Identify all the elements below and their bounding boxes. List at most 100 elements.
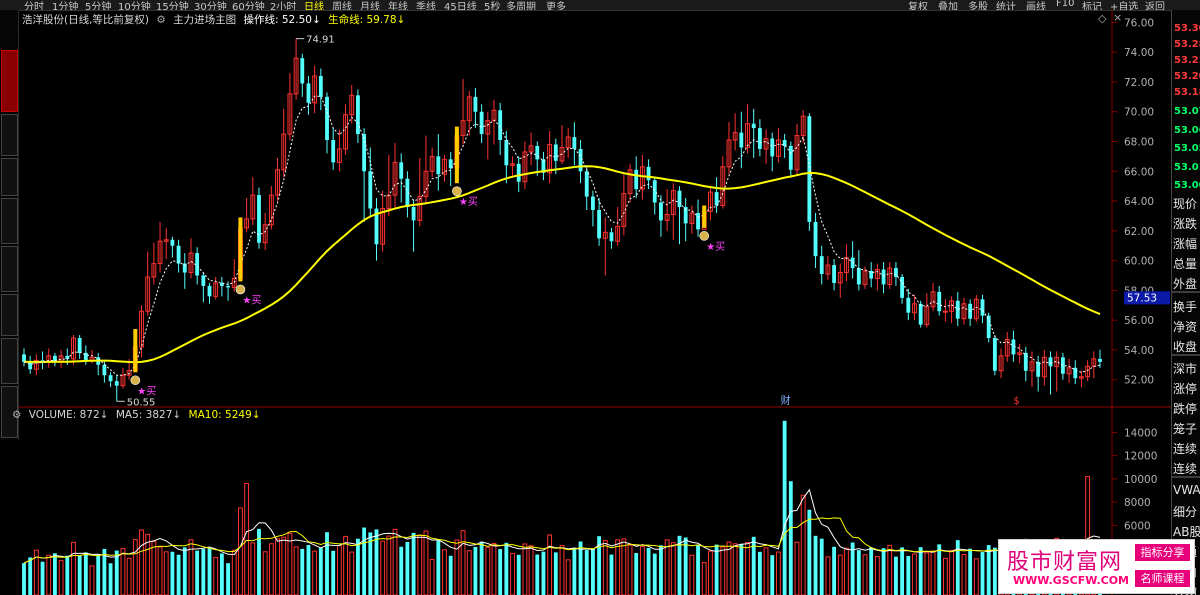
candle-body-down bbox=[881, 269, 886, 285]
indicator-lines bbox=[23, 95, 1101, 376]
candle-body-down bbox=[955, 300, 960, 319]
candle-body-up bbox=[126, 370, 132, 376]
price-tick-label: 54.00 bbox=[1124, 345, 1154, 357]
volume-bar-down bbox=[40, 561, 45, 595]
candle-body-down bbox=[65, 355, 70, 359]
period-tab[interactable]: 周线 bbox=[332, 2, 352, 11]
candle-body-up bbox=[559, 146, 565, 162]
volume-bar-down bbox=[306, 544, 311, 595]
volume-bar-down bbox=[646, 548, 651, 595]
settings-icon[interactable]: ⚙ bbox=[156, 14, 166, 26]
volume-bar-down bbox=[362, 527, 367, 595]
candle-body-down bbox=[325, 96, 329, 141]
period-tab[interactable]: 5分钟 bbox=[85, 2, 112, 11]
left-tab[interactable] bbox=[1, 338, 18, 384]
volume-bar-up bbox=[924, 552, 930, 595]
volume-bar-up bbox=[58, 559, 64, 595]
period-tab[interactable]: 2小时 bbox=[270, 2, 297, 11]
candle-body-down bbox=[659, 202, 663, 221]
volume-bar-up bbox=[231, 549, 237, 595]
period-tab[interactable]: 日线 bbox=[304, 2, 324, 11]
quote-field-label: 净资 bbox=[1173, 320, 1198, 334]
volume-bar-up bbox=[429, 559, 435, 595]
period-tab[interactable]: 多周期 bbox=[506, 2, 536, 11]
volume-bar-down bbox=[869, 547, 874, 595]
period-tab[interactable]: 45日线 bbox=[444, 2, 477, 11]
toolbar-button[interactable]: 画线 bbox=[1026, 2, 1046, 11]
volume-bar-up bbox=[275, 538, 280, 595]
candle-body-up bbox=[163, 239, 169, 242]
volume-bar-up bbox=[213, 556, 219, 595]
period-tab[interactable]: 5秒 bbox=[484, 2, 501, 11]
volume-bar-down bbox=[553, 552, 558, 595]
high-label: 74.91 bbox=[306, 35, 335, 46]
period-tab[interactable]: 分时 bbox=[24, 2, 44, 11]
left-tab[interactable] bbox=[1, 294, 18, 336]
candle-body-down bbox=[22, 354, 26, 362]
volume-bar-up bbox=[139, 529, 144, 595]
candle-body-up bbox=[442, 158, 447, 175]
period-tab[interactable]: 年线 bbox=[388, 2, 408, 11]
left-tab[interactable] bbox=[1, 158, 18, 196]
candle-body-down bbox=[739, 132, 744, 148]
panel-expand-icon[interactable]: ◇ bbox=[1098, 12, 1107, 25]
indicator-name[interactable]: 主力进场主图 bbox=[173, 14, 237, 26]
toolbar-button[interactable]: +自选 bbox=[1110, 2, 1139, 11]
left-tab-active[interactable] bbox=[1, 50, 18, 112]
toolbar-button[interactable]: 复权 bbox=[908, 2, 928, 11]
toolbar-button[interactable]: 标记 bbox=[1082, 2, 1102, 11]
period-tab[interactable]: 季线 bbox=[416, 2, 436, 11]
watermark-button-share[interactable]: 指标分享 bbox=[1135, 544, 1190, 561]
candle-body-up bbox=[1029, 361, 1035, 372]
candle-body-up bbox=[837, 272, 843, 284]
period-tab[interactable]: 更多 bbox=[546, 2, 566, 11]
down-arrow-icon: ↓ bbox=[99, 409, 109, 421]
volume-bar-down bbox=[819, 538, 824, 595]
period-tab[interactable]: 15分钟 bbox=[156, 2, 189, 11]
down-arrow-icon: ↓ bbox=[396, 14, 406, 26]
quote-panel: 53.30 53.28 53.21 53.20 53.18 53.07 53.06 53.05… bbox=[1171, 10, 1200, 595]
candle-body-down bbox=[819, 256, 824, 274]
volume-bar-down bbox=[597, 536, 602, 595]
toolbar-button[interactable]: 叠加 bbox=[938, 2, 958, 11]
toolbar-button[interactable]: 返回 bbox=[1145, 2, 1165, 11]
quote-field-label: 总量 bbox=[1173, 257, 1198, 271]
down-arrow-icon: ↓ bbox=[251, 409, 261, 421]
candle-body-down bbox=[405, 178, 410, 208]
panel-close-icon[interactable]: × bbox=[1113, 11, 1123, 24]
quote-field-label: 外盘 bbox=[1173, 277, 1198, 291]
period-toolbar: 分时 1分钟 5分钟 10分钟 15分钟 30分钟 60分钟 2小时 日线 周线 月线 年线 季线 45日… bbox=[0, 0, 1200, 11]
volume-bar-down bbox=[436, 540, 441, 595]
candle-body-up bbox=[349, 94, 355, 116]
period-tab[interactable]: 60分钟 bbox=[232, 2, 265, 11]
ma10-value: 5249 bbox=[225, 409, 252, 421]
settings-icon[interactable]: ⚙ bbox=[12, 409, 22, 421]
period-tab[interactable]: 月线 bbox=[360, 2, 380, 11]
period-tab[interactable]: 10分钟 bbox=[118, 2, 151, 11]
operation-line bbox=[23, 95, 1101, 376]
candle-body-down bbox=[1011, 339, 1016, 355]
candle-body-up bbox=[287, 93, 293, 135]
toolbar-button[interactable]: 统计 bbox=[996, 2, 1016, 11]
volume-bar-up bbox=[837, 554, 843, 595]
price-tick-label: 64.00 bbox=[1124, 196, 1154, 208]
period-tab[interactable]: 1分钟 bbox=[52, 2, 79, 11]
toolbar-button[interactable]: 多股 bbox=[968, 2, 988, 11]
period-tab[interactable]: 30分钟 bbox=[194, 2, 227, 11]
watermark-button-course[interactable]: 名师课程 bbox=[1135, 570, 1190, 587]
toolbar-button[interactable]: F10 bbox=[1056, 0, 1075, 9]
volume-bar-down bbox=[584, 549, 589, 595]
left-tab[interactable] bbox=[1, 386, 18, 438]
left-tab[interactable] bbox=[1, 198, 18, 244]
volume-bar-down bbox=[226, 563, 230, 595]
left-tab[interactable] bbox=[1, 246, 18, 292]
volume-bar-down bbox=[652, 553, 657, 595]
volume-bar-up bbox=[639, 545, 645, 595]
quote-field-label: 跌停 bbox=[1173, 402, 1198, 416]
left-tab[interactable] bbox=[1, 114, 18, 156]
candle-body-down bbox=[714, 192, 719, 206]
volume-bar-down bbox=[937, 544, 942, 595]
quote-price: 53.18 bbox=[1174, 87, 1200, 98]
candle-body-up bbox=[522, 151, 528, 183]
